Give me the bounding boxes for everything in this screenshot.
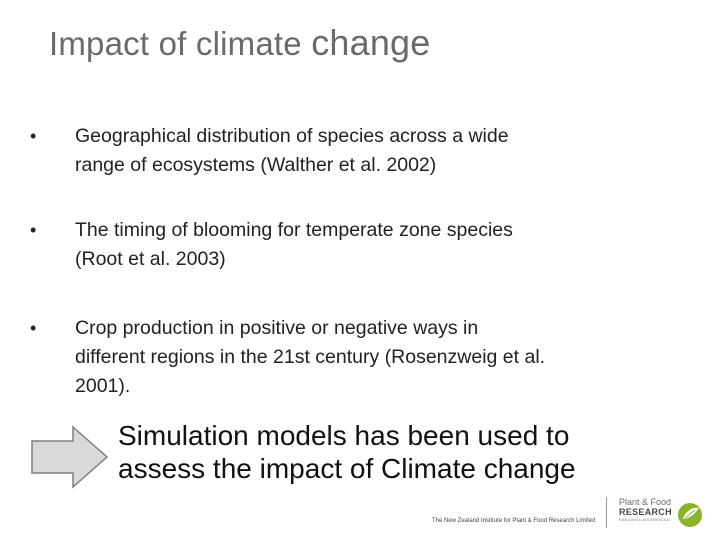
logo-line: Plant & Food [619, 497, 672, 507]
bullet-line: (Root et al. 2003) [75, 248, 226, 270]
slide-title: Impact of climate change [49, 22, 431, 64]
company-logo: Plant & Food RESEARCH RANGAHAU AHUMARA K… [619, 497, 679, 523]
logo-line: RANGAHAU AHUMARA KAI [619, 517, 670, 522]
bullet-marker: • [30, 220, 37, 240]
bullet-line: The timing of blooming for temperate zon… [75, 219, 513, 241]
callout-line: assess the impact of Climate change [118, 453, 576, 484]
bullet-line: range of ecosystems (Walther et al. 2002… [75, 154, 437, 176]
callout-text: Simulation models has been used to asses… [118, 419, 678, 485]
bullet-item-2: • The timing of blooming for temperate z… [30, 216, 670, 274]
logo-line: RESEARCH [619, 507, 672, 517]
bullet-line: different regions in the 21st century (R… [75, 346, 546, 368]
right-arrow-icon [31, 425, 109, 489]
leaf-logo-icon [678, 503, 702, 527]
bullet-item-3: • Crop production in positive or negativ… [30, 314, 670, 401]
bullet-item-1: • Geographical distribution of species a… [30, 122, 670, 180]
footer-org-text: The New Zealand Institute for Plant & Fo… [432, 518, 596, 524]
bullet-marker: • [30, 318, 37, 338]
bullet-marker: • [30, 126, 37, 146]
bullet-line: 2001). [75, 375, 131, 397]
title-text: Impact of climate [49, 25, 312, 62]
title-text-emphasis: change [311, 22, 431, 63]
callout-line: Simulation models has been used to [118, 420, 570, 451]
bullet-line: Crop production in positive or negative … [75, 317, 479, 339]
logo-divider [606, 497, 607, 528]
bullet-line: Geographical distribution of species acr… [75, 125, 509, 147]
